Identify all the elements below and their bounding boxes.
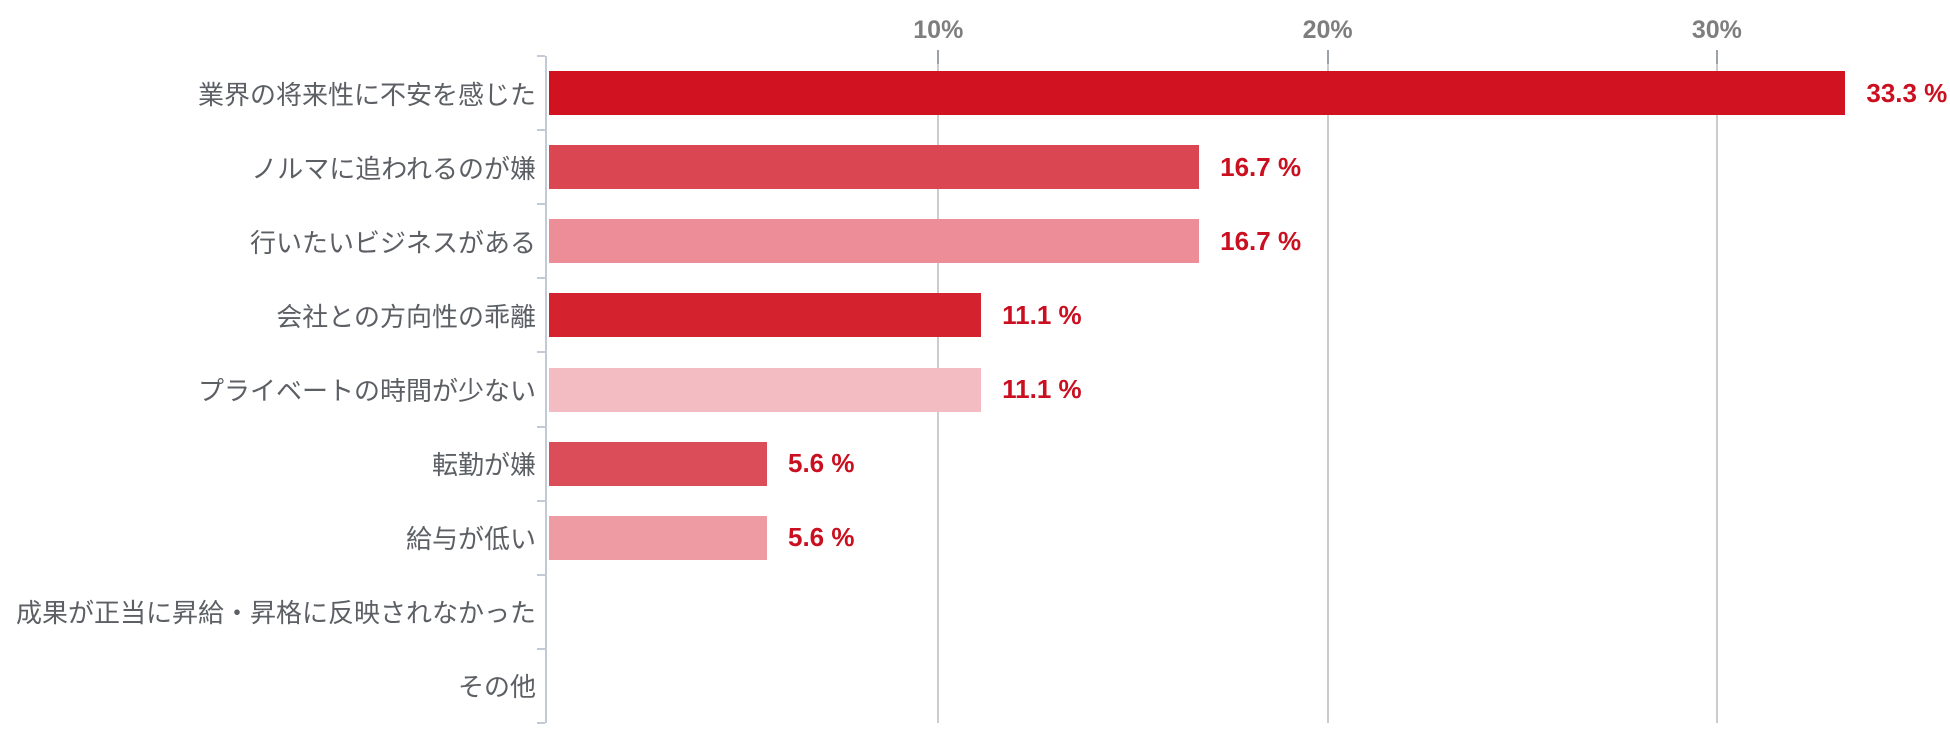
category-label: その他: [457, 672, 536, 703]
y-axis-tick: [537, 203, 545, 206]
y-axis-tick: [537, 55, 545, 57]
bar: [549, 367, 982, 412]
y-axis-tick: [537, 499, 545, 502]
bar: [549, 219, 1200, 264]
y-axis-tick: [537, 351, 545, 354]
x-axis-tick-10%: [937, 50, 940, 64]
value-label: 11.1 %: [1002, 299, 1082, 330]
bar: [549, 441, 767, 486]
category-label: 行いたいビジネスがある: [249, 227, 536, 258]
x-axis-tick-label: 10%: [913, 16, 964, 44]
y-axis-tick: [537, 277, 545, 280]
gridline-20%: [1326, 64, 1329, 723]
bar: [549, 71, 1846, 116]
x-axis-tick-label: 30%: [1691, 16, 1742, 44]
category-label: 成果が正当に昇給・昇格に反映されなかった: [15, 598, 536, 629]
category-label: プライベートの時間が少ない: [197, 376, 536, 406]
category-label: 会社との方向性の乖離: [276, 301, 536, 332]
value-label: 16.7 %: [1220, 151, 1302, 182]
category-label: 転勤が嫌: [431, 450, 536, 481]
bar: [549, 515, 767, 560]
bar: [549, 145, 1200, 190]
bar: [549, 293, 982, 338]
y-axis-line: [545, 56, 547, 723]
category-label: 業界の将来性に不安を感じた: [197, 79, 536, 110]
value-label: 5.6 %: [788, 522, 855, 553]
value-label: 16.7 %: [1220, 225, 1302, 256]
value-label: 5.6 %: [788, 448, 855, 479]
value-label: 33.3 %: [1866, 77, 1948, 108]
y-axis-tick: [537, 425, 545, 428]
x-axis-tick-20%: [1326, 50, 1329, 64]
category-label: 給与が低い: [405, 524, 536, 555]
value-label: 11.1 %: [1002, 374, 1082, 404]
category-label: ノルマに追われるのが嫌: [251, 153, 536, 184]
y-axis-tick: [537, 647, 545, 650]
y-axis-tick: [537, 129, 545, 132]
gridline-30%: [1715, 64, 1718, 723]
x-axis-tick-label: 20%: [1302, 16, 1353, 44]
y-axis-tick: [537, 573, 545, 576]
y-axis-tick: [537, 722, 545, 724]
x-axis-tick-30%: [1715, 50, 1718, 64]
